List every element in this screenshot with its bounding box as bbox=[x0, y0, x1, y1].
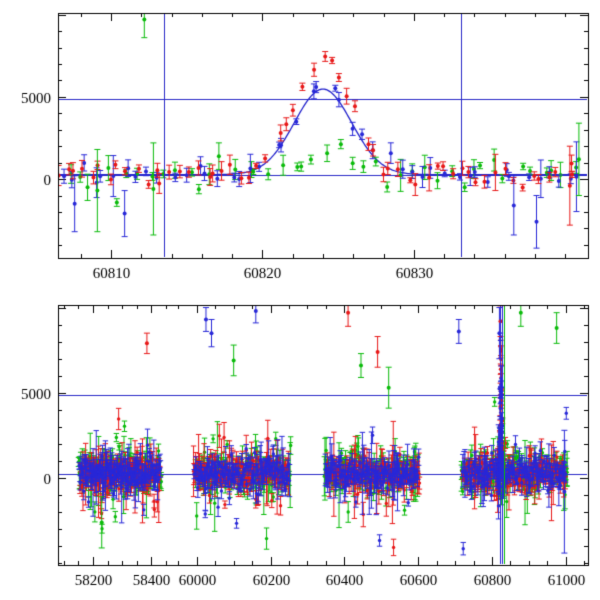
flare-detail-chart-canvas bbox=[0, 0, 600, 290]
full-light-curve-chart-canvas bbox=[0, 290, 600, 600]
